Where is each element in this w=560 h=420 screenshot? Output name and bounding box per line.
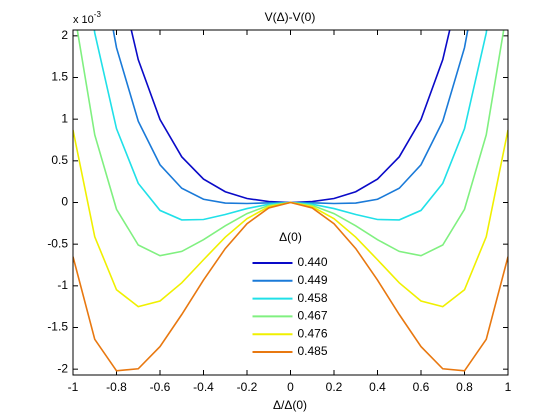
x-tick-label: -0.2 <box>237 380 258 394</box>
x-tick-label: 0.6 <box>413 380 430 394</box>
x-tick-label: 0.4 <box>369 380 386 394</box>
legend-title: Δ(0) <box>279 230 302 244</box>
y-tick-label: -1.5 <box>47 320 68 334</box>
legend-label: 0.458 <box>298 291 328 305</box>
legend-label: 0.485 <box>298 344 328 358</box>
y-tick-label: -1 <box>57 278 68 292</box>
y-tick-label: -2 <box>57 361 68 375</box>
y-tick-label: -0.5 <box>47 236 68 250</box>
series-group <box>73 201 508 372</box>
axes-box <box>72 29 509 376</box>
y-scale-exponent: -3 <box>94 10 102 19</box>
legend-label: 0.467 <box>298 309 328 323</box>
x-tick-label: -0.8 <box>106 380 127 394</box>
x-tick-label: 0 <box>287 380 294 394</box>
series-line <box>73 201 508 372</box>
x-tick-label: 0.2 <box>326 380 343 394</box>
x-tick-label: -1 <box>68 380 79 394</box>
x-tick-label: -0.6 <box>150 380 171 394</box>
y-scale-label: x 10-3 <box>73 10 101 26</box>
y-tick-label: 0.5 <box>51 153 68 167</box>
y-tick-label: 0 <box>61 195 68 209</box>
y-tick-label: 1 <box>61 111 68 125</box>
y-tick-label: 2 <box>61 28 68 42</box>
y-scale-base: x 10 <box>73 14 94 26</box>
legend-label: 0.440 <box>298 255 328 269</box>
x-tick-label: -0.4 <box>193 380 214 394</box>
legend-label: 0.476 <box>298 326 328 340</box>
x-axis-label: Δ/Δ(0) <box>273 398 307 412</box>
legend-label: 0.449 <box>298 273 328 287</box>
y-tick-label: 1.5 <box>51 70 68 84</box>
x-tick-label: 0.8 <box>456 380 473 394</box>
x-tick-label: 1 <box>505 380 512 394</box>
chart-title: V(Δ)-V(0) <box>265 10 316 24</box>
